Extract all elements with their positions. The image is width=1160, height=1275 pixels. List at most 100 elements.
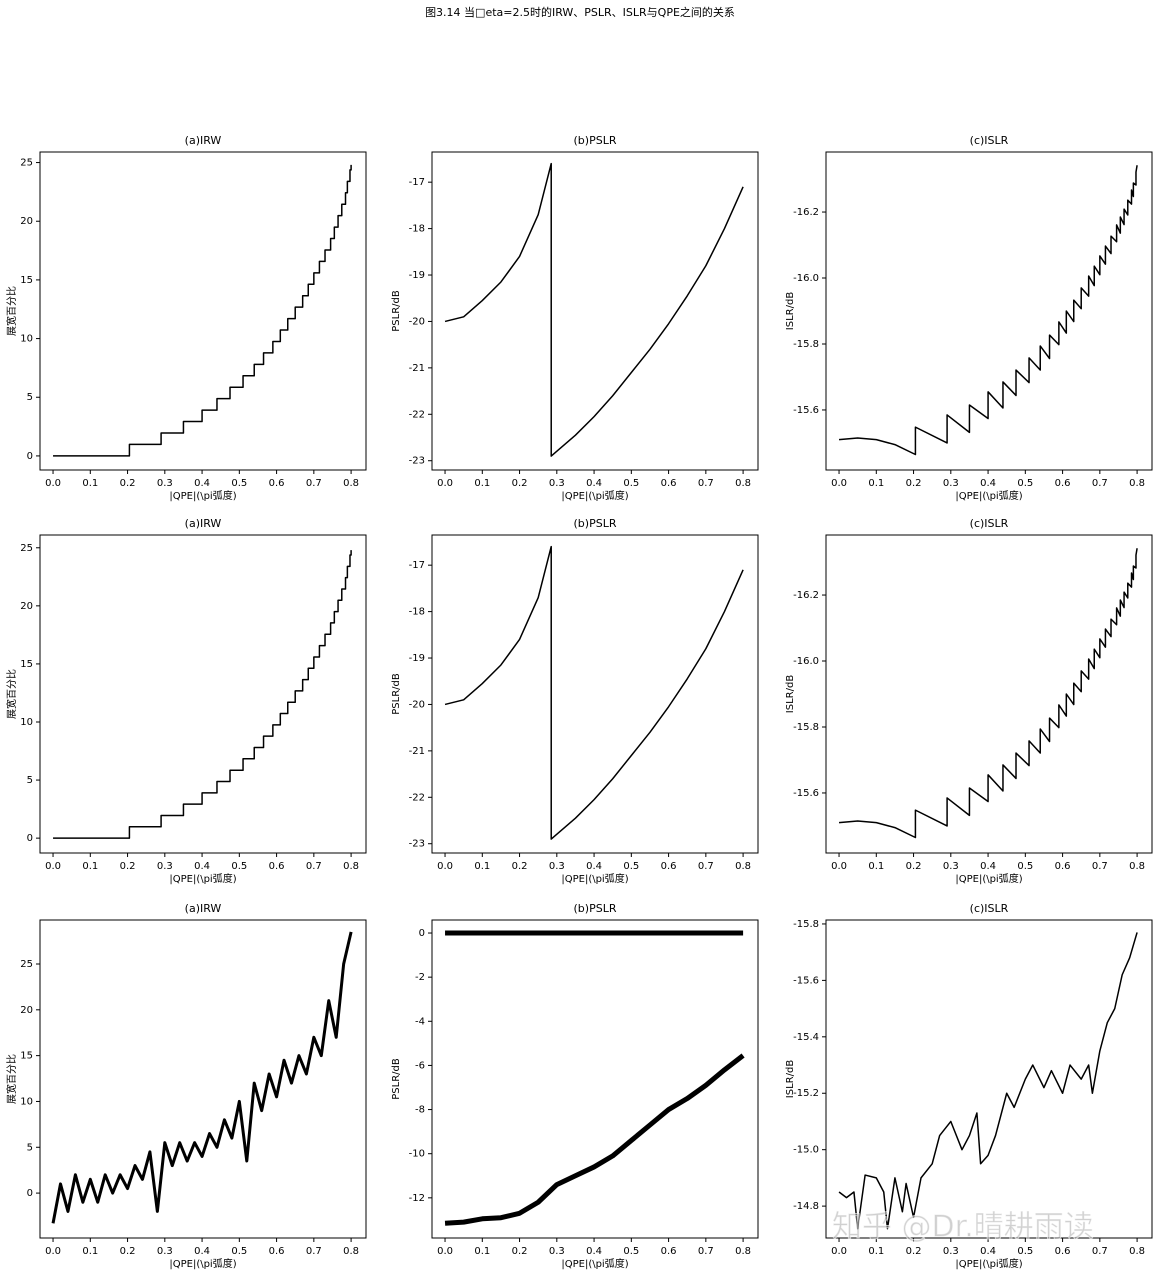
- x-tick-label: 0.2: [120, 861, 136, 872]
- watermark: 知乎 @Dr.晴耕雨读: [832, 1210, 1094, 1245]
- x-tick-label: 0.8: [343, 861, 359, 872]
- y-tick-label: -18: [409, 224, 425, 235]
- x-tick-label: 0.5: [231, 861, 247, 872]
- y-tick-label: 15: [20, 275, 33, 286]
- axes-frame: [39, 151, 367, 471]
- x-tick-label: 0.0: [437, 478, 453, 489]
- x-tick-label: 0.1: [474, 1246, 490, 1257]
- x-tick-label: 0.2: [906, 1246, 922, 1257]
- x-tick-label: 0.7: [698, 861, 714, 872]
- y-tick-label: -23: [409, 839, 425, 850]
- x-tick-label: 0.6: [1055, 1246, 1071, 1257]
- x-tick-label: 0.5: [623, 861, 639, 872]
- x-axis-label: |QPE|(\pi弧度): [561, 872, 628, 885]
- x-tick-label: 0.0: [45, 478, 61, 489]
- data-line: [838, 548, 1138, 839]
- x-tick-label: 0.7: [306, 1246, 322, 1257]
- y-tick-label: -15.6: [793, 975, 819, 986]
- axes-frame: [431, 534, 759, 854]
- x-tick-label: 0.4: [586, 861, 602, 872]
- x-axis-label: |QPE|(\pi弧度): [561, 489, 628, 502]
- y-tick-label: -15.6: [793, 788, 819, 799]
- x-axis-label: |QPE|(\pi弧度): [169, 872, 236, 885]
- y-axis-label: 展宽百分比: [5, 669, 18, 719]
- x-tick-label: 0.4: [980, 1246, 996, 1257]
- y-axis-label: PSLR/dB: [391, 673, 402, 715]
- y-tick-label: 25: [20, 959, 33, 970]
- x-tick-label: 0.7: [698, 1246, 714, 1257]
- x-tick-label: 0.4: [980, 861, 996, 872]
- y-tick-label: -8: [415, 1105, 425, 1116]
- axes-frame: [825, 151, 1153, 471]
- x-tick-label: 0.3: [157, 1246, 173, 1257]
- x-tick-label: 0.0: [831, 861, 847, 872]
- axes-frame: [431, 919, 759, 1239]
- x-tick-label: 0.2: [512, 478, 528, 489]
- x-tick-label: 0.3: [157, 861, 173, 872]
- x-tick-label: 0.3: [549, 861, 565, 872]
- subplot-title: (a)IRW: [185, 134, 222, 147]
- y-tick-label: 0: [419, 928, 425, 939]
- y-tick-label: 10: [20, 1096, 33, 1107]
- subplot-title: (c)ISLR: [970, 134, 1009, 147]
- x-tick-label: 0.4: [586, 478, 602, 489]
- x-tick-label: 0.7: [306, 861, 322, 872]
- y-tick-label: -16.2: [793, 207, 819, 218]
- x-tick-label: 0.2: [120, 478, 136, 489]
- axes-frame: [825, 919, 1153, 1239]
- y-tick-label: 0: [27, 451, 33, 462]
- x-tick-label: 0.0: [437, 1246, 453, 1257]
- y-tick-label: -12: [409, 1193, 425, 1204]
- x-tick-label: 0.6: [661, 1246, 677, 1257]
- x-axis-label: |QPE|(\pi弧度): [955, 872, 1022, 885]
- y-tick-label: 25: [20, 158, 33, 169]
- x-tick-label: 0.5: [1017, 1246, 1033, 1257]
- y-axis-label: 展宽百分比: [5, 286, 18, 336]
- y-tick-label: 20: [20, 1005, 33, 1016]
- y-axis-label: PSLR/dB: [391, 1058, 402, 1100]
- y-tick-label: -6: [415, 1060, 425, 1071]
- axes-frame: [825, 534, 1153, 854]
- axes-frame: [431, 151, 759, 471]
- x-tick-label: 0.6: [1055, 861, 1071, 872]
- x-tick-label: 0.1: [868, 1246, 884, 1257]
- x-tick-label: 0.2: [512, 1246, 528, 1257]
- x-tick-label: 0.2: [512, 861, 528, 872]
- x-tick-label: 0.0: [437, 861, 453, 872]
- x-tick-label: 0.8: [343, 1246, 359, 1257]
- x-tick-label: 0.1: [82, 478, 98, 489]
- x-tick-label: 0.8: [1129, 1246, 1145, 1257]
- x-tick-label: 0.5: [231, 1246, 247, 1257]
- x-tick-label: 0.6: [269, 1246, 285, 1257]
- x-tick-label: 0.3: [157, 478, 173, 489]
- x-tick-label: 0.1: [868, 478, 884, 489]
- subplot-title: (a)IRW: [185, 902, 222, 915]
- x-tick-label: 0.4: [194, 861, 210, 872]
- subplot-title: (b)PSLR: [574, 517, 617, 530]
- data-line: [53, 550, 352, 839]
- x-tick-label: 0.1: [82, 1246, 98, 1257]
- x-tick-label: 0.8: [1129, 478, 1145, 489]
- x-tick-label: 0.3: [943, 478, 959, 489]
- subplot-title: (c)ISLR: [970, 517, 1009, 530]
- y-tick-label: -16.2: [793, 590, 819, 601]
- y-tick-label: -20: [409, 699, 425, 710]
- x-tick-label: 0.7: [1092, 1246, 1108, 1257]
- x-axis-label: |QPE|(\pi弧度): [169, 489, 236, 502]
- subplot-title: (c)ISLR: [970, 902, 1009, 915]
- x-tick-label: 0.7: [1092, 861, 1108, 872]
- y-tick-label: -16.0: [793, 273, 819, 284]
- x-tick-label: 0.3: [549, 478, 565, 489]
- y-tick-label: 20: [20, 216, 33, 227]
- x-tick-label: 0.8: [735, 861, 751, 872]
- x-tick-label: 0.4: [980, 478, 996, 489]
- y-tick-label: -17: [409, 177, 425, 188]
- data-line: [51, 931, 353, 1224]
- x-tick-label: 0.5: [1017, 478, 1033, 489]
- x-tick-label: 0.1: [474, 861, 490, 872]
- x-tick-label: 0.6: [269, 861, 285, 872]
- x-tick-label: 0.6: [661, 861, 677, 872]
- y-tick-label: -16.0: [793, 656, 819, 667]
